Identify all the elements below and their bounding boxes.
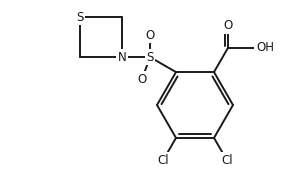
Text: Cl: Cl [221, 154, 233, 167]
Text: S: S [76, 11, 84, 24]
Text: Cl: Cl [157, 154, 169, 167]
Text: N: N [118, 51, 127, 64]
Text: S: S [146, 51, 154, 64]
Text: O: O [137, 73, 147, 86]
Text: OH: OH [256, 41, 274, 54]
Text: O: O [223, 19, 233, 32]
Text: O: O [145, 29, 155, 42]
